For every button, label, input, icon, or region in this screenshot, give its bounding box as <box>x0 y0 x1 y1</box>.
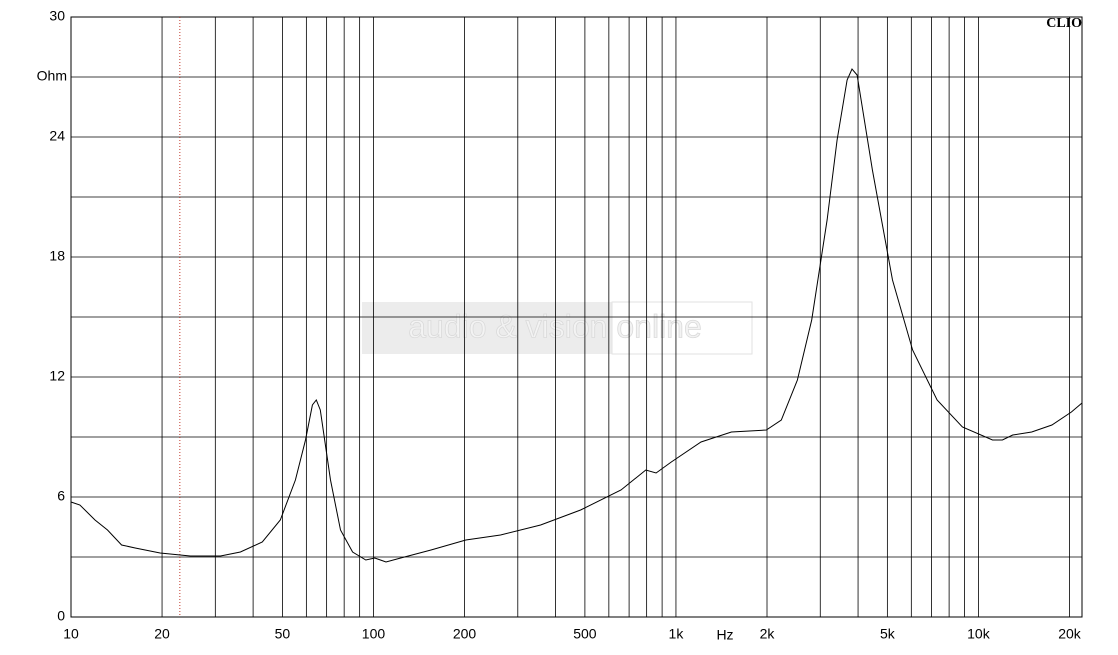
watermark-box <box>362 302 612 354</box>
y-tick-label: 18 <box>49 248 65 264</box>
x-axis-label: Hz <box>716 627 733 643</box>
y-tick-label: 12 <box>49 368 65 384</box>
y-axis-label: Ohm <box>37 68 67 84</box>
watermark-box <box>611 301 753 355</box>
x-tick-label: 2k <box>760 626 776 642</box>
x-tick-label: 500 <box>573 626 597 642</box>
x-tick-label: 200 <box>453 626 477 642</box>
x-tick-label: 5k <box>880 626 896 642</box>
x-tick-label: 20k <box>1058 626 1082 642</box>
y-tick-label: 0 <box>57 608 65 624</box>
y-tick-label: 6 <box>57 488 65 504</box>
x-tick-label: 10k <box>967 626 991 642</box>
watermark: audio & vision online <box>408 308 702 344</box>
plot-frame <box>70 16 1083 618</box>
impedance-curve <box>70 68 1083 563</box>
brand: CLIO <box>1046 16 1082 31</box>
x-tick-label: 1k <box>669 626 685 642</box>
y-tick-label: 30 <box>49 8 65 24</box>
x-tick-label: 100 <box>362 626 386 642</box>
x-tick-label: 10 <box>63 626 79 642</box>
y-tick-label: 24 <box>49 128 65 144</box>
x-tick-label: 20 <box>154 626 170 642</box>
x-tick-label: 50 <box>275 626 291 642</box>
